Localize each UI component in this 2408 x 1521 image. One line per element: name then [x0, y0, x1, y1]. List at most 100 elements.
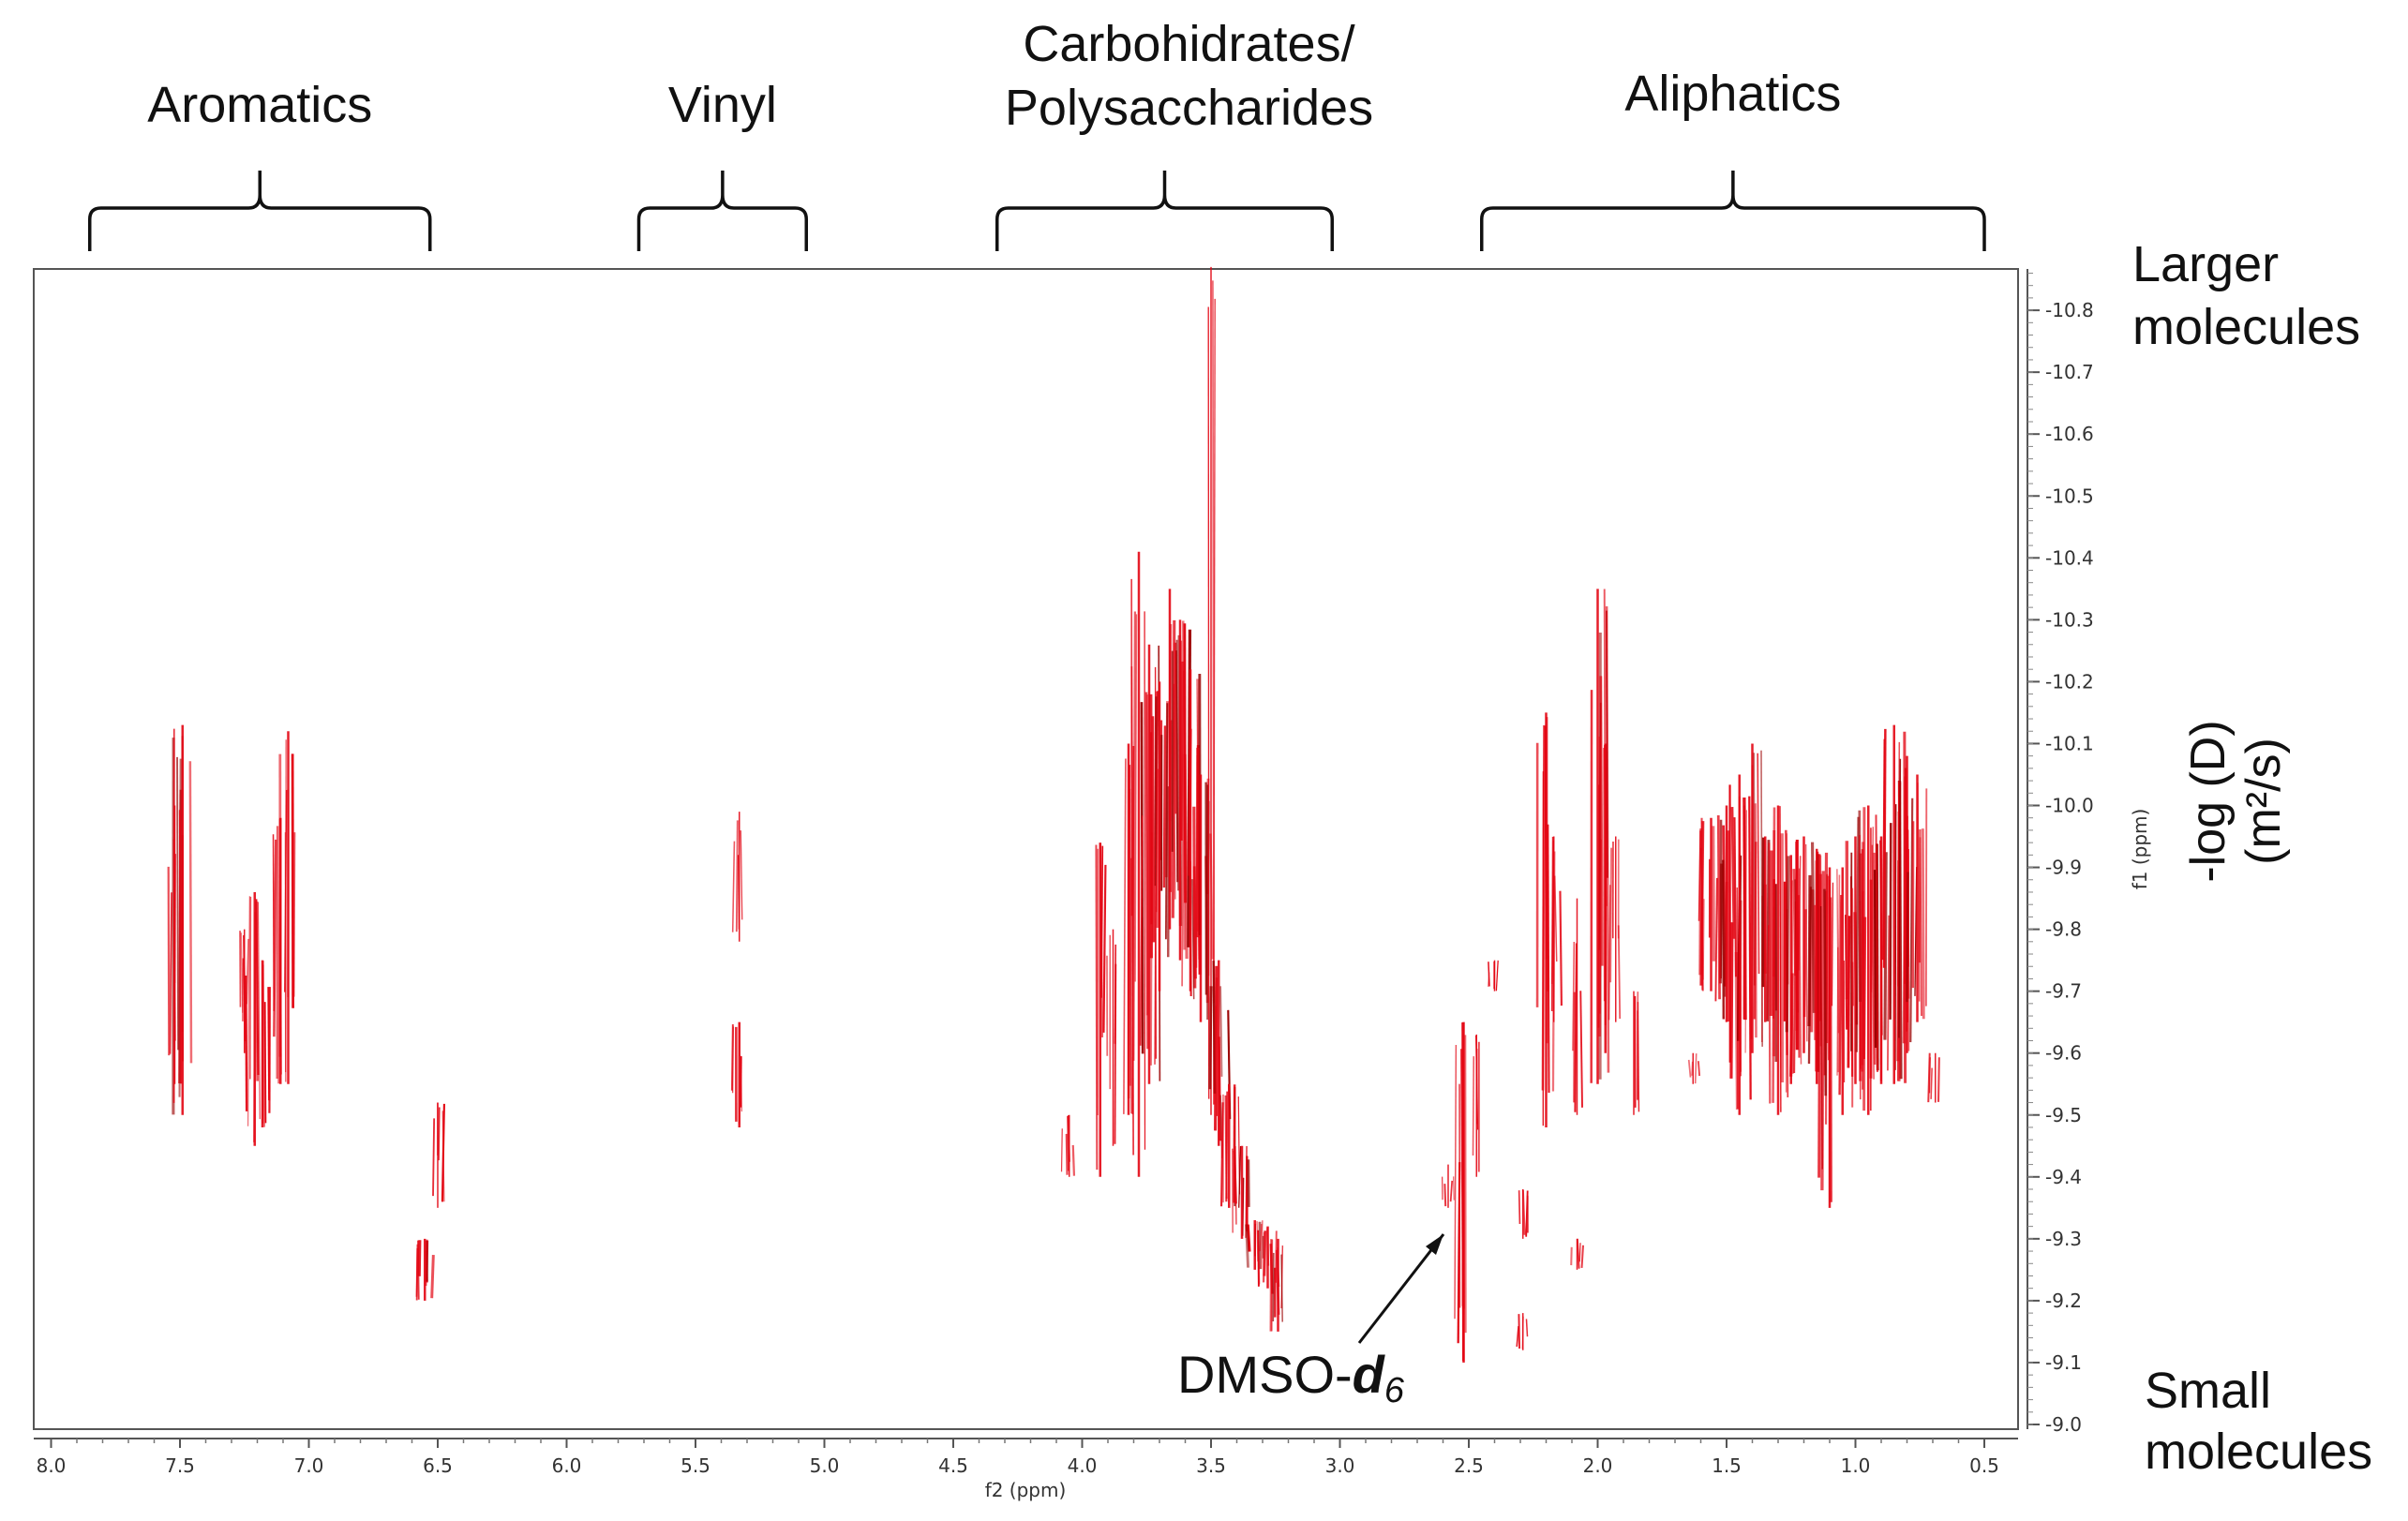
peak [1572, 898, 1583, 1115]
peak-streak [1855, 816, 1860, 1052]
peak-streak [1769, 850, 1773, 1016]
peak-streak [1766, 925, 1770, 1020]
x-tick-label: 4.0 [1068, 1454, 1098, 1477]
peak-streak [1883, 852, 1888, 1040]
peak-streak [1260, 1220, 1264, 1270]
x-tick-label: 1.5 [1712, 1454, 1742, 1477]
annotation-arrowhead [1426, 1234, 1443, 1255]
peak-streak [1443, 1184, 1447, 1207]
peak [1488, 960, 1499, 992]
peak-streak [246, 938, 250, 1005]
peak [1516, 1313, 1529, 1350]
peak-streak [1151, 716, 1156, 943]
peak-streak [1768, 843, 1772, 1104]
x-axis: 8.0 7.5 7.0 6.5 6.0 5.5 5.0 4.5 4.0 3.5 3.0 2.5 2.0 1… [34, 1438, 2018, 1477]
peak-streak [1838, 895, 1843, 1096]
peak-streak [432, 1118, 436, 1197]
x-tick-label: 8.0 [37, 1454, 67, 1477]
peak-streak [178, 810, 183, 1084]
peak-streak [167, 866, 171, 1056]
region-label: Vinyl [668, 77, 777, 133]
peak-streak [240, 932, 244, 1013]
peak-streak [1733, 817, 1738, 977]
peak-streak [1859, 834, 1862, 1100]
x-tick-label: 0.5 [1969, 1454, 1999, 1477]
peak-streak [1525, 1319, 1529, 1337]
peak-streak [1898, 758, 1902, 1038]
peak [731, 812, 743, 942]
peak [1535, 712, 1556, 1127]
x-tick-label: 4.5 [938, 1454, 968, 1477]
peak-streak [1875, 814, 1878, 1072]
y-axis-small-title: f1 (ppm) [2129, 809, 2151, 890]
peak [1742, 743, 1763, 1053]
peak-streak [1744, 810, 1747, 1053]
small-label-line2: molecules [2145, 1424, 2372, 1480]
peak-streak [169, 892, 172, 1054]
peak-streak [415, 1248, 419, 1301]
peak [1590, 589, 1610, 1084]
peak [1869, 836, 1891, 1084]
peak [1597, 743, 1608, 1053]
peak [1442, 1164, 1455, 1208]
y-axis-units: (m²/s) [2236, 738, 2291, 865]
x-tick-label: 5.5 [681, 1454, 710, 1477]
peak-streak [1173, 683, 1176, 900]
peak-streak [1171, 619, 1176, 918]
peak-streak [272, 834, 275, 1011]
peak-streak [1837, 874, 1841, 1073]
peak-streak [1716, 814, 1721, 1000]
peak-streak [430, 1255, 435, 1299]
region-brace [995, 171, 1334, 251]
dmso-annotation: DMSO-d6 [1177, 1233, 1445, 1410]
peak-streak [291, 753, 294, 1008]
peak-streak [247, 896, 251, 1126]
x-tick-label: 6.0 [552, 1454, 582, 1477]
region-brackets: Aromatics Vinyl Carbohidrates/Polysacchari… [88, 16, 1986, 251]
peak-streak [1191, 879, 1195, 1000]
peak-streak [1573, 992, 1576, 1103]
y-tick-label: -10.4 [2045, 546, 2094, 569]
peak [278, 731, 296, 1084]
larger-label-line2: molecules [2132, 299, 2360, 355]
peak-streak [1823, 888, 1828, 1096]
peak-streak [1280, 1254, 1283, 1322]
peak-streak [1132, 611, 1137, 1061]
peak-streak [1067, 1116, 1070, 1171]
peak-streak [1516, 1326, 1519, 1348]
y-tick-label: -10.2 [2045, 670, 2094, 693]
peak-streak [1761, 837, 1766, 988]
peak-streak [1102, 864, 1107, 1033]
region-label: Aromatics [147, 77, 372, 133]
peak-streak [1100, 845, 1104, 998]
peak [1633, 991, 1640, 1115]
peak [1714, 805, 1738, 1022]
peak-streak [1790, 880, 1794, 1074]
peak-streak [1889, 823, 1892, 1020]
y-tick-label: -10.7 [2045, 361, 2094, 383]
region-label: Carbohidrates/ [1023, 16, 1354, 72]
peak-streak [1554, 875, 1558, 962]
annotation-arrow [1357, 1233, 1445, 1344]
peak-streak [1930, 1067, 1933, 1099]
peak-streak [1214, 1006, 1217, 1105]
peak [1095, 843, 1107, 1177]
x-tick-label: 2.0 [1583, 1454, 1613, 1477]
y-tick-label: -10.3 [2045, 608, 2094, 631]
peak-streak [1919, 837, 1922, 1016]
peak-streak [1795, 842, 1799, 1031]
peak-streak [1259, 1224, 1263, 1252]
peak-streak [1687, 1059, 1692, 1078]
peak-streak [1559, 890, 1563, 1007]
peak [1060, 1114, 1076, 1177]
peak-streak [1871, 844, 1875, 1080]
peak [239, 929, 250, 1053]
peak [415, 1238, 435, 1301]
peak-streak [1495, 960, 1499, 992]
peak-streak [1760, 750, 1763, 1047]
x-tick-label: 7.0 [294, 1454, 324, 1477]
peak-streak [1580, 1245, 1584, 1269]
peak [1927, 1052, 1940, 1103]
peak-streak [1263, 1230, 1267, 1276]
peak-streak [1836, 947, 1839, 1076]
